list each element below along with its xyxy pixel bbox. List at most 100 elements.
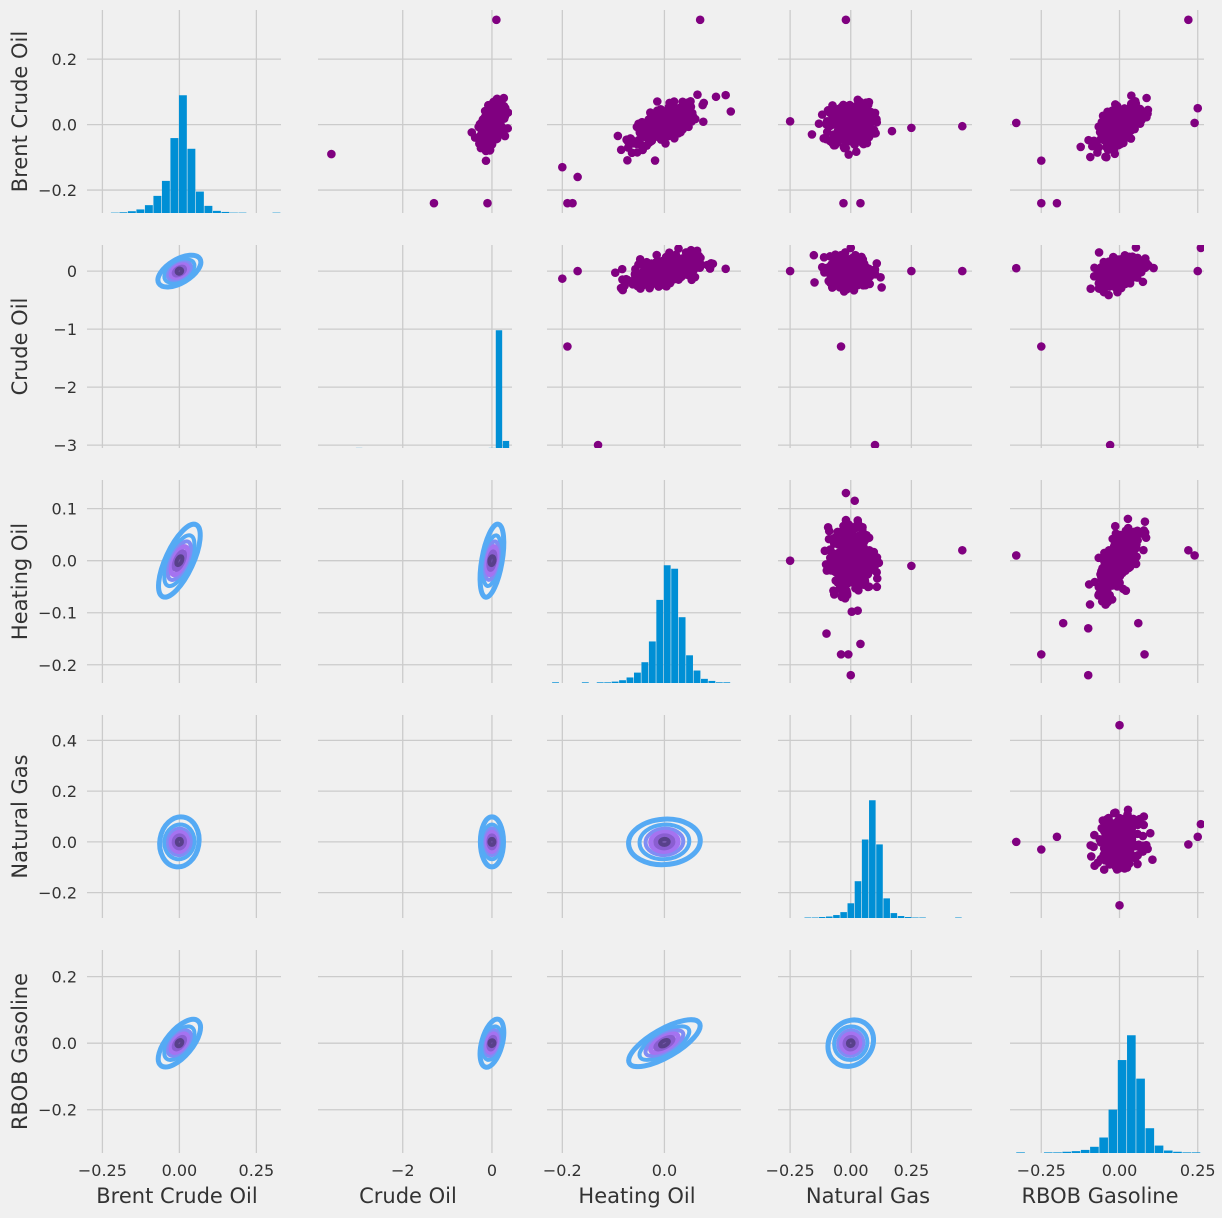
scatter-point (860, 576, 870, 586)
scatter-point (851, 147, 861, 157)
scatter-point (851, 276, 861, 286)
scatter-point (1036, 156, 1046, 165)
y-tick-label: −0.2 (38, 1101, 77, 1120)
scatter-point (1105, 834, 1114, 844)
scatter-point (822, 134, 831, 144)
scatter-point (618, 285, 628, 295)
scatter-point (490, 134, 500, 143)
x-tick-label: 0.00 (162, 1161, 198, 1180)
scatter-point (1107, 595, 1117, 604)
scatter-point (869, 129, 879, 138)
x-axis-label: Natural Gas (806, 1184, 930, 1208)
scatter-point (1123, 514, 1133, 524)
scatter-point (1094, 143, 1104, 152)
scatter-point (839, 198, 848, 208)
scatter-point (1111, 538, 1121, 548)
panel-0-2 (547, 10, 741, 213)
kde-contour (156, 521, 203, 600)
hist-bar (110, 212, 119, 213)
kde-contour (626, 1017, 703, 1070)
hist-bar (1173, 1151, 1182, 1153)
hist-bar (447, 448, 453, 449)
hist-bar (626, 677, 634, 683)
panel-body (804, 800, 962, 918)
scatter-point (825, 108, 835, 118)
hist-bar (502, 440, 510, 448)
hist-bar (611, 681, 619, 683)
scatter-point (785, 556, 795, 565)
panel-body (327, 15, 512, 208)
scatter-point (872, 582, 882, 592)
scatter-point (870, 265, 880, 274)
scatter-point (1118, 263, 1127, 273)
kde-contour (626, 816, 703, 868)
panel-1-3 (778, 245, 972, 448)
scatter-point (1036, 198, 1046, 208)
hist-bar (178, 95, 187, 213)
y-axis-label: RBOB Gasoline (8, 973, 32, 1130)
scatter-point (1190, 551, 1199, 560)
hist-bar (574, 683, 581, 684)
hist-bar (663, 565, 671, 683)
scatter-point (836, 650, 846, 659)
panel-4-2: −0.2 0.0 (543, 950, 741, 1180)
scatter-point (1105, 440, 1115, 448)
hist-bar (153, 195, 162, 213)
scatter-point (1133, 820, 1143, 830)
scatter-point (1090, 861, 1099, 871)
scatter-point (958, 545, 967, 555)
panel-body (155, 1016, 204, 1070)
scatter-point (852, 545, 861, 555)
scatter-point (482, 136, 492, 145)
scatter-point (1113, 845, 1123, 854)
x-tick-label: −0.25 (1017, 1161, 1066, 1180)
scatter-point (814, 119, 824, 128)
scatter-point (834, 116, 844, 126)
scatter-point (1104, 848, 1114, 858)
hist-bar (221, 211, 230, 213)
panel-body (558, 15, 736, 208)
scatter-point (1110, 261, 1120, 271)
hist-bar (170, 138, 179, 213)
y-tick-label: −0.2 (38, 656, 77, 675)
scatter-point (1119, 537, 1128, 547)
scatter-point (1148, 855, 1157, 865)
scatter-point (1125, 850, 1135, 859)
scatter-point (844, 150, 853, 159)
scatter-point (841, 488, 851, 498)
hist-bar (1071, 1151, 1081, 1153)
scatter-point (483, 198, 492, 208)
scatter-point (489, 107, 498, 117)
panel-2-1 (318, 480, 512, 683)
hist-bar (398, 448, 404, 449)
scatter-point (1094, 278, 1104, 288)
scatter-point (573, 172, 582, 182)
x-axis-label: RBOB Gasoline (1021, 1184, 1178, 1208)
scatter-point (847, 554, 856, 564)
scatter-point (692, 246, 702, 256)
scatter-point (858, 109, 867, 118)
hist-bar (1080, 1149, 1090, 1153)
y-tick-label: 0.2 (52, 50, 77, 69)
scatter-point (855, 120, 864, 129)
scatter-point (1113, 560, 1123, 569)
scatter-point (683, 252, 692, 262)
hist-bar (212, 210, 221, 213)
scatter-point (833, 273, 843, 282)
scatter-point (820, 546, 830, 556)
y-tick-label: 0.4 (52, 731, 77, 750)
hist-bar (641, 662, 649, 683)
scatter-point (838, 282, 847, 292)
panel-4-3: −0.25 0.00 0.25 (766, 950, 972, 1180)
x-tick-label: 0.25 (239, 1161, 275, 1180)
scatter-point (327, 149, 336, 159)
panel-0-0: −0.2 0.0 0.2 (38, 10, 281, 213)
scatter-point (698, 100, 707, 110)
scatter-point (1086, 284, 1095, 294)
hist-bar (461, 448, 467, 449)
scatter-point (633, 281, 642, 291)
panel-body (110, 95, 281, 213)
kde-contour (174, 836, 184, 847)
hist-bar (701, 678, 708, 683)
hist-bar (440, 448, 446, 449)
